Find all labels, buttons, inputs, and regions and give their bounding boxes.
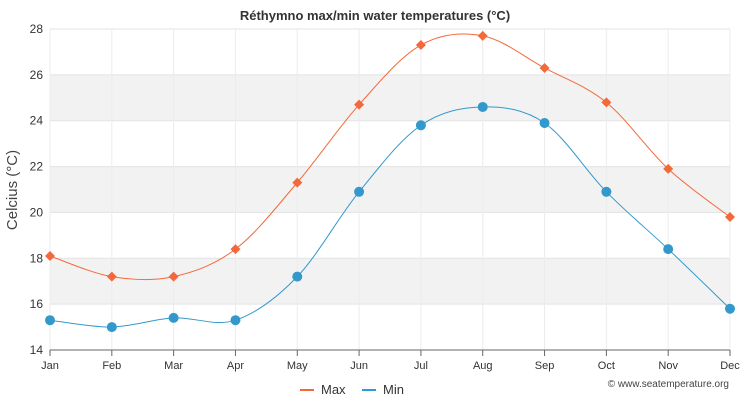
series-min	[45, 101, 735, 333]
point-max-aug	[477, 30, 488, 41]
point-min-may	[292, 271, 303, 282]
point-min-jul	[415, 120, 426, 131]
legend-label-max: Max	[321, 382, 346, 397]
y-tick-label-28: 28	[30, 22, 44, 36]
point-min-nov	[663, 244, 674, 255]
series-max	[45, 30, 735, 282]
y-tick-label-24: 24	[30, 114, 44, 128]
x-tick-label-jul: Jul	[414, 360, 428, 372]
credit-text: © www.seatemperature.org	[608, 379, 729, 390]
x-tick-label-apr: Apr	[227, 360, 244, 372]
point-max-nov	[663, 163, 674, 174]
y-tick-label-26: 26	[30, 68, 44, 82]
x-tick-label-mar: Mar	[164, 360, 183, 372]
point-max-mar	[168, 271, 179, 282]
x-axis-ticks: Jan Feb Mar Apr May Jun Jul Aug Sep Oct Nov Dec	[41, 350, 740, 372]
x-tick-label-nov: Nov	[658, 360, 678, 372]
y-tick-label-20: 20	[30, 205, 44, 219]
y-axis-ticks: 14 16 18 20 22 24 26 28	[30, 22, 44, 357]
band-24	[50, 74, 730, 121]
point-max-may	[292, 177, 303, 188]
x-tick-label-dec: Dec	[720, 360, 740, 372]
band-20	[50, 166, 730, 213]
x-tick-label-aug: Aug	[473, 360, 493, 372]
point-max-jun	[354, 99, 365, 110]
x-tick-label-feb: Feb	[102, 360, 121, 372]
point-min-sep	[539, 118, 550, 129]
point-min-oct	[601, 186, 612, 197]
point-min-jan	[45, 315, 55, 326]
x-tick-label-may: May	[287, 360, 308, 372]
x-tick-label-oct: Oct	[598, 360, 615, 372]
y-tick-label-14: 14	[30, 343, 44, 357]
point-min-aug	[477, 101, 488, 112]
series-layer	[45, 30, 735, 333]
chart-title: Réthymno max/min water temperatures (°C)	[240, 8, 510, 23]
point-max-oct	[601, 97, 612, 108]
point-min-jun	[354, 186, 365, 197]
band-16	[50, 258, 730, 305]
x-tick-label-jan: Jan	[41, 360, 59, 372]
point-min-feb	[106, 322, 117, 333]
legend: Max Min	[300, 382, 404, 397]
x-tick-label-sep: Sep	[535, 360, 555, 372]
y-tick-label-16: 16	[30, 297, 44, 311]
point-max-apr	[230, 244, 241, 255]
point-min-mar	[168, 312, 179, 323]
point-max-jul	[415, 40, 426, 51]
point-min-apr	[230, 315, 241, 326]
y-axis-label: Celcius (°C)	[4, 150, 21, 230]
point-min-dec	[725, 303, 735, 314]
y-tick-label-18: 18	[30, 251, 44, 265]
y-tick-label-22: 22	[30, 160, 44, 174]
point-max-feb	[106, 271, 117, 282]
series-line-max	[49, 33, 731, 281]
point-max-jan	[45, 250, 55, 261]
point-max-dec	[725, 212, 735, 223]
legend-label-min: Min	[383, 382, 404, 397]
background-bands	[50, 74, 730, 305]
point-max-sep	[539, 62, 550, 73]
x-tick-label-jun: Jun	[350, 360, 368, 372]
